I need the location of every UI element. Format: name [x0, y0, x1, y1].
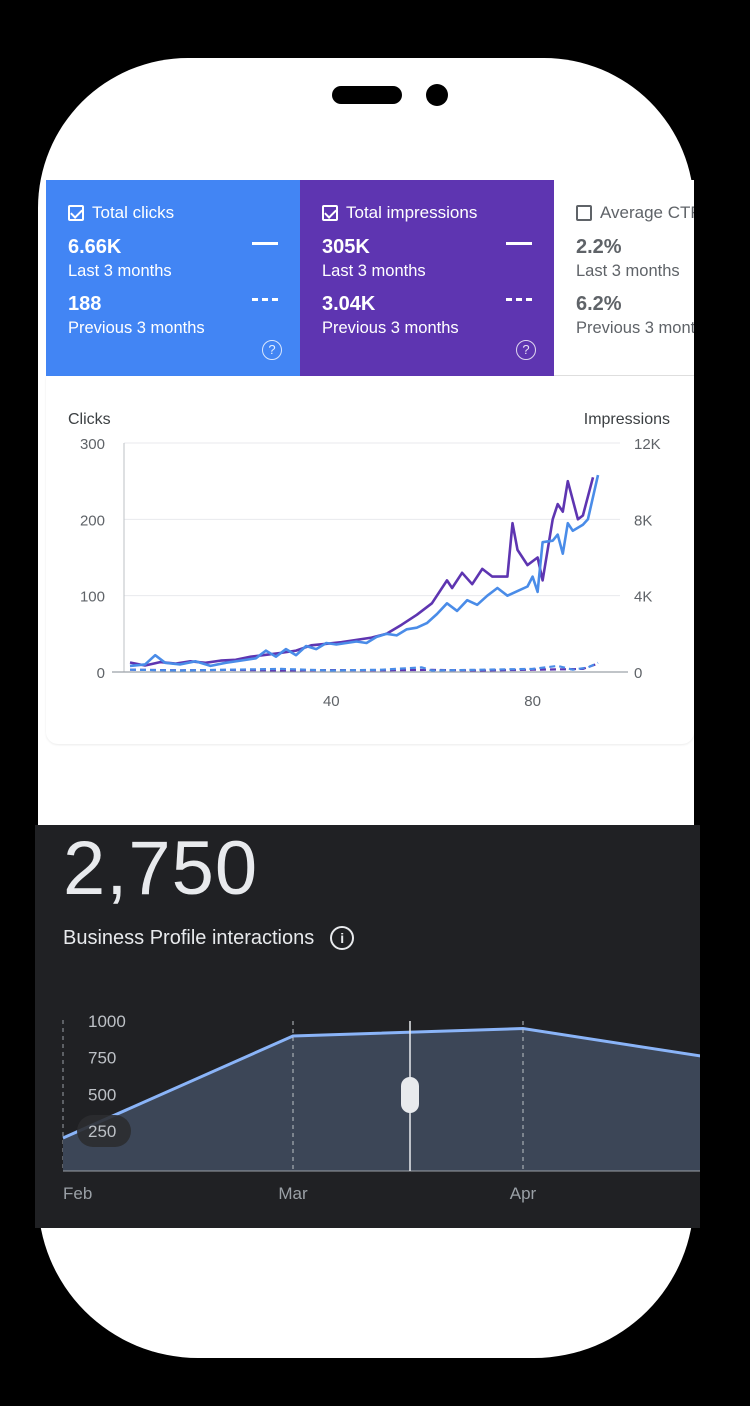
phone-camera — [426, 84, 448, 106]
y-tick-label: 500 — [88, 1085, 116, 1104]
total-impressions-card[interactable]: Total impressions 305K Last 3 months 3.0… — [300, 180, 554, 376]
phone-speaker — [332, 86, 402, 104]
x-tick-label: 80 — [524, 693, 541, 710]
dashed-legend-icon — [506, 298, 532, 301]
average-ctr-prev-value: 6.2% — [576, 293, 622, 315]
scrubber-handle — [401, 1077, 419, 1113]
total-impressions-value: 305K — [322, 236, 370, 258]
y-tick-label: 100 — [80, 589, 105, 606]
help-icon[interactable]: ? — [516, 340, 536, 360]
total-clicks-value: 6.66K — [68, 236, 122, 258]
total-impressions-prev-period: Previous 3 months — [322, 319, 459, 337]
performance-line-chart: Clicks Impressions 300 12K 200 8K 100 4K 0 0 40 80 — [68, 411, 670, 710]
solid-legend-icon — [506, 242, 532, 245]
x-tick-label: Apr — [510, 1184, 537, 1203]
y2-tick-label: 12K — [634, 436, 661, 453]
average-ctr-prev-period: Previous 3 months — [576, 319, 694, 337]
x-tick-label: Feb — [63, 1184, 92, 1203]
y2-tick-label: 8K — [634, 512, 652, 529]
y-tick-label: 200 — [80, 512, 105, 529]
area-series-line — [62, 1026, 700, 1140]
y-tick-label: 1000 — [88, 1012, 126, 1031]
average-ctr-checkbox[interactable] — [576, 205, 592, 221]
total-clicks-checkbox[interactable] — [68, 205, 84, 221]
current-period-series-line — [129, 476, 595, 667]
y-tick-label: 250 — [88, 1122, 116, 1141]
average-ctr-value: 2.2% — [576, 236, 622, 258]
y-tick-label: 0 — [97, 665, 105, 682]
average-ctr-card[interactable]: Average CTR 2.2% Last 3 months 6.2% Prev… — [554, 180, 694, 376]
y-tick-label: 750 — [88, 1049, 116, 1068]
y2-tick-label: 0 — [634, 665, 642, 682]
total-impressions-prev-value: 3.04K — [322, 293, 376, 315]
total-clicks-label: Total clicks — [92, 203, 175, 222]
help-icon[interactable]: ? — [262, 340, 282, 360]
average-ctr-label: Average CTR — [600, 203, 694, 222]
business-profile-panel: 2,750 Business Profile interactions i 10… — [35, 825, 700, 1228]
area-fill — [63, 1028, 700, 1171]
total-impressions-period: Last 3 months — [322, 262, 426, 280]
previous-period-series-line — [129, 661, 599, 672]
total-clicks-card[interactable]: Total clicks 6.66K Last 3 months 188 Pre… — [46, 180, 300, 376]
solid-legend-icon — [252, 242, 278, 245]
interactions-total: 2,750 — [63, 826, 259, 911]
total-impressions-checkbox[interactable] — [322, 205, 338, 221]
interactions-label: Business Profile interactions — [63, 926, 315, 949]
performance-chart-panel — [46, 376, 694, 744]
y-axis-left-label: Clicks — [68, 411, 111, 428]
x-tick-label: Mar — [278, 1184, 308, 1203]
total-clicks-prev-value: 188 — [68, 293, 102, 315]
y2-tick-label: 4K — [634, 589, 652, 606]
metric-cards: Total clicks 6.66K Last 3 months 188 Pre… — [46, 180, 694, 376]
tick-label-pill — [77, 1115, 131, 1147]
interactions-area-chart: 1000 750 500 250 Feb Mar Apr — [62, 1012, 700, 1203]
x-tick-label: 40 — [323, 693, 340, 710]
info-icon[interactable]: i — [330, 926, 355, 950]
total-clicks-period: Last 3 months — [68, 262, 172, 280]
total-clicks-prev-period: Previous 3 months — [68, 319, 205, 337]
total-impressions-label: Total impressions — [346, 203, 478, 222]
average-ctr-period: Last 3 months — [576, 262, 680, 280]
y-tick-label: 300 — [80, 436, 105, 453]
current-period-series-line — [129, 474, 600, 668]
dashed-legend-icon — [252, 298, 278, 301]
y-axis-right-label: Impressions — [584, 411, 670, 428]
